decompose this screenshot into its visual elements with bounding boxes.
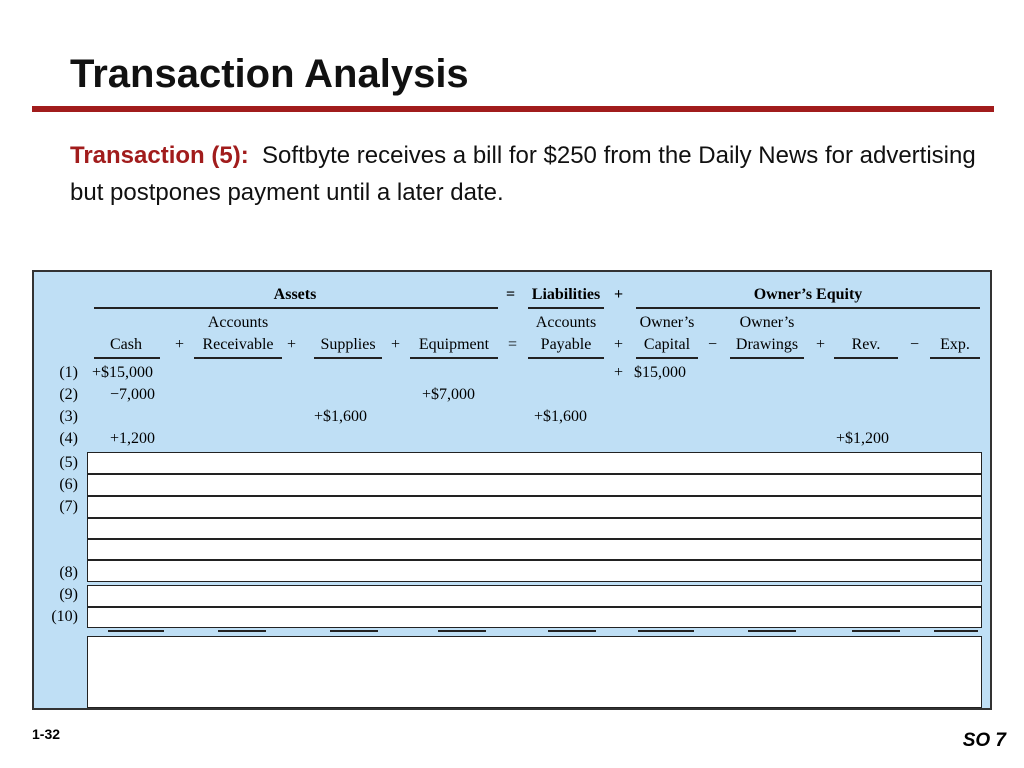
masked-row-5 [87,452,982,474]
exp-header-rule [930,357,980,359]
slide-title: Transaction Analysis [70,52,469,96]
rev-header-rule [834,357,898,359]
drawings-header-bottom: Drawings [735,336,799,353]
capital-header-top: Owner’s [639,314,695,331]
assets-header-rule [94,307,498,309]
masked-row-10 [87,607,982,628]
assets-header: Assets [273,286,317,303]
op-plus-2: + [287,336,297,353]
row-label: (2) [59,386,78,403]
supplies-header: Supplies [320,336,376,353]
liabilities-header: Liabilities [531,286,601,303]
masked-row-8 [87,560,982,582]
total-rule-supplies [330,630,378,632]
op-plus-1: + [175,336,185,353]
capital-header-bottom: Capital [643,336,691,353]
total-rule-exp [934,630,978,632]
masked-totals [87,636,982,708]
ar-header-rule [194,357,282,359]
ap-header-rule [528,357,604,359]
entry-r4-cash: +1,200 [110,430,156,447]
ar-header-bottom: Receivable [202,336,274,353]
op-minus-2: − [910,336,920,353]
total-rule-ap [548,630,596,632]
masked-row-9 [87,585,982,607]
masked-row-7b [87,518,982,539]
equals-header: = [506,286,516,303]
ar-header-top: Accounts [207,314,269,331]
op-plus-4: + [614,336,624,353]
capital-header-rule [636,357,698,359]
masked-row-6 [87,474,982,496]
op-minus-1: − [708,336,718,353]
page-number: 1-32 [32,726,61,742]
exp-header: Exp. [940,336,970,353]
ap-header-bottom: Payable [540,336,592,353]
owners-equity-header: Owner’s Equity [753,286,863,303]
row-label: (6) [59,476,78,493]
owners-equity-header-rule [636,307,980,309]
drawings-header-rule [730,357,804,359]
masked-row-7 [87,496,982,518]
ap-header-top: Accounts [535,314,597,331]
transaction-label: Transaction (5): [70,142,249,169]
total-rule-equipment [438,630,486,632]
total-rule-cash [108,630,164,632]
row-label: (1) [59,364,78,381]
masked-row-7c [87,539,982,560]
cash-header-rule [94,357,160,359]
rev-header: Rev. [851,336,881,353]
op-plus-3: + [391,336,401,353]
total-rule-drawings [748,630,796,632]
row-label: (8) [59,564,78,581]
entry-r1-plus: + [614,364,624,381]
entry-r2-equipment: +$7,000 [422,386,476,403]
entry-r3-supplies: +$1,600 [314,408,368,425]
row-label: (5) [59,454,78,471]
total-rule-ar [218,630,266,632]
total-rule-rev [852,630,900,632]
op-plus-5: + [816,336,826,353]
equipment-header-rule [410,357,498,359]
plus-header: + [614,286,624,303]
supplies-header-rule [314,357,382,359]
row-label: (7) [59,498,78,515]
entry-r1-cash: +$15,000 [92,364,154,381]
row-label: (3) [59,408,78,425]
entry-r3-ap: +$1,600 [534,408,588,425]
drawings-header-top: Owner’s [739,314,795,331]
total-rule-capital [638,630,694,632]
row-label: (4) [59,430,78,447]
study-objective-label: SO 7 [962,730,1006,751]
row-label: (9) [59,586,78,603]
accounting-equation-worksheet: Assets = Liabilities + Owner’s Equity Ac… [32,270,992,710]
entry-r2-cash: −7,000 [110,386,156,403]
entry-r4-rev: +$1,200 [836,430,890,447]
equipment-header: Equipment [418,336,490,353]
row-label: (10) [51,608,78,625]
cash-header: Cash [110,336,142,353]
transaction-text: Softbyte receives a bill for $250 from t… [70,142,976,206]
entry-r1-capital: $15,000 [634,364,686,381]
op-equals: = [508,336,518,353]
title-underline [32,106,994,112]
transaction-description: Transaction (5): Softbyte receives a bil… [70,137,990,211]
liabilities-header-rule [528,307,604,309]
